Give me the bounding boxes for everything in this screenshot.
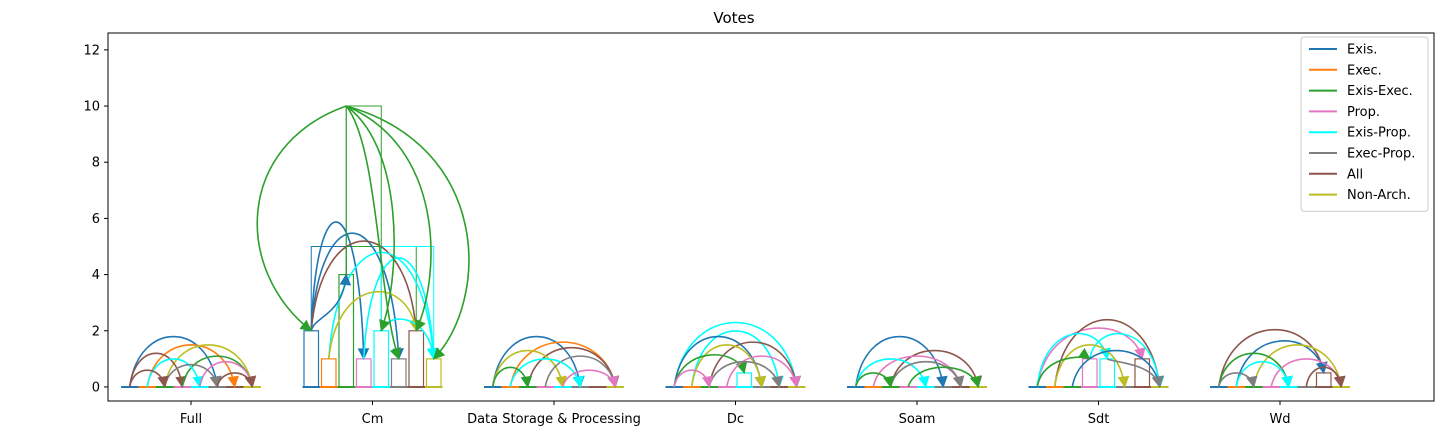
vote-arc	[327, 290, 418, 359]
legend-label: Exis-Prop.	[1347, 126, 1411, 141]
arrow-head	[432, 347, 446, 360]
arrow-head	[1151, 375, 1164, 389]
vote-arc	[854, 358, 927, 388]
axes-frame	[107, 32, 1435, 402]
vote-arc	[1252, 344, 1343, 388]
arrow-head	[789, 375, 801, 389]
vote-arc	[1217, 328, 1325, 388]
legend-label: Non-Arch.	[1347, 188, 1411, 203]
vote-loop	[345, 105, 432, 332]
y-tick-label: 10	[83, 100, 100, 115]
vote-loop	[256, 105, 347, 332]
legend-label: Exis.	[1347, 43, 1377, 58]
vote-arc	[1235, 340, 1325, 388]
x-tick-label: Soam	[899, 412, 936, 427]
vote-arc	[1053, 319, 1161, 388]
legend-label: All	[1347, 167, 1363, 182]
vote-arc	[1036, 327, 1144, 388]
vote-arc	[708, 341, 798, 388]
arrow-head	[299, 319, 313, 332]
x-tick-label: Full	[180, 412, 202, 427]
vote-arc	[310, 232, 400, 359]
arrow-head	[771, 375, 783, 389]
arrow-head	[244, 375, 257, 389]
arrow-head	[969, 375, 982, 389]
arrow-head	[1281, 375, 1293, 389]
vote-arc	[1053, 344, 1126, 388]
x-tick-label: Dc	[727, 412, 744, 427]
x-tick-label: Cm	[362, 412, 384, 427]
arrow-head	[1117, 375, 1130, 389]
vote-arc	[327, 251, 435, 359]
vote-arc	[362, 257, 435, 359]
legend-label: Prop.	[1347, 105, 1380, 120]
vote-arc	[544, 355, 617, 388]
vote-arc	[128, 335, 219, 388]
arrow-head	[415, 318, 426, 332]
vote-arc	[491, 335, 582, 388]
y-tick-label: 8	[92, 156, 100, 171]
vote-arc	[1071, 349, 1161, 388]
arrow-head	[1077, 348, 1091, 360]
arrow-head	[520, 375, 533, 389]
legend-label: Exec-Prop.	[1347, 147, 1415, 162]
arrow-head	[701, 375, 714, 389]
arrow-head	[1246, 375, 1258, 389]
vote-arc	[509, 358, 582, 388]
vote-arc	[725, 355, 798, 388]
y-tick-label: 2	[92, 324, 100, 339]
vote-arc	[491, 349, 564, 388]
y-axis: 0 2 4 6 8 10 12	[83, 43, 108, 395]
vote-arc	[128, 352, 184, 388]
legend-label: Exec.	[1347, 63, 1382, 78]
vote-arc	[1088, 332, 1161, 388]
arrow-head	[572, 375, 585, 389]
x-tick-label: Data Storage & Processing	[467, 412, 641, 427]
arrow-head	[952, 375, 965, 389]
vote-arc	[310, 274, 348, 332]
arrow-head	[339, 273, 352, 286]
arrow-head	[157, 375, 169, 389]
arrow-head	[918, 375, 930, 389]
vote-arc	[163, 344, 254, 388]
x-tick-label: Sdt	[1088, 412, 1110, 427]
arrow-head	[1134, 347, 1146, 360]
vote-arc	[889, 349, 980, 388]
arrow-head	[379, 318, 391, 332]
arrow-head	[754, 375, 767, 389]
y-tick-label: 4	[92, 268, 100, 283]
y-tick-label: 6	[92, 212, 100, 227]
legend-label: Exis-Exec.	[1347, 84, 1413, 99]
arrow-head	[607, 375, 619, 389]
x-axis: Full Cm Data Storage & Processing Dc Soam Sdt…	[180, 401, 1291, 427]
vote-arc	[146, 358, 201, 388]
vote-arc	[854, 335, 945, 388]
arrow-head	[389, 347, 401, 360]
y-tick-label: 12	[83, 43, 100, 58]
arrow-head	[1334, 375, 1346, 389]
chart-title: Votes	[713, 9, 754, 27]
arrow-head	[936, 375, 948, 389]
plot-area	[121, 105, 1350, 389]
legend: Exis. Exec. Exis-Exec. Prop. Exis-Prop. Exec-…	[1300, 36, 1429, 212]
x-tick-label: Wd	[1269, 412, 1290, 427]
y-tick-label: 0	[92, 380, 100, 395]
vote-arc	[690, 330, 781, 388]
vote-arc	[310, 240, 418, 331]
arrow-head	[883, 375, 895, 389]
vote-loop	[345, 105, 395, 332]
legend-box	[1300, 36, 1429, 212]
vote-loop	[346, 105, 470, 360]
vote-loop	[345, 105, 400, 360]
significance-bracket	[380, 245, 435, 359]
arrow-head	[227, 375, 239, 389]
